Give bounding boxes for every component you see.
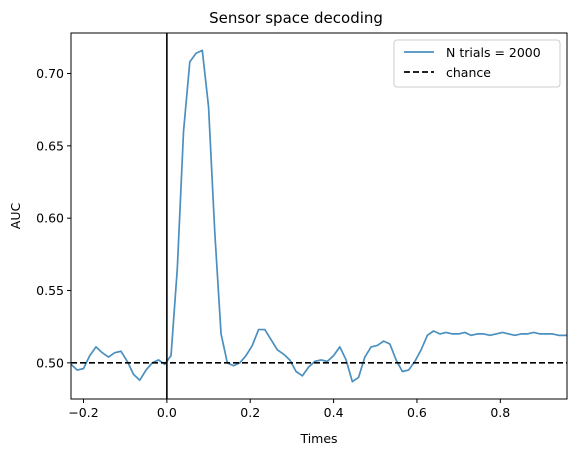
plot-area xyxy=(70,33,567,399)
legend: N trials = 2000 chance xyxy=(393,39,561,88)
axes-frame xyxy=(70,32,568,400)
series-line-trials xyxy=(70,49,567,383)
x-tick-label: 0.6 xyxy=(407,405,427,420)
legend-label-chance: chance xyxy=(446,65,491,80)
x-tick-label: −0.2 xyxy=(68,405,98,420)
x-tick-label: 0.8 xyxy=(490,405,510,420)
y-tick-label: 0.65 xyxy=(36,138,64,153)
x-axis-ticks: −0.2 0.0 0.2 0.4 0.6 0.8 xyxy=(68,399,510,420)
x-tick-label: 0.0 xyxy=(157,405,177,420)
x-axis-label: Times xyxy=(299,431,337,446)
legend-label-trials: N trials = 2000 xyxy=(446,45,541,60)
x-tick-label: 0.2 xyxy=(240,405,260,420)
y-tick-label: 0.55 xyxy=(36,283,64,298)
y-tick-label: 0.60 xyxy=(36,211,64,226)
y-tick-label: 0.70 xyxy=(36,66,64,81)
legend-box xyxy=(393,39,561,88)
chart-title: Sensor space decoding xyxy=(209,9,383,27)
y-tick-label: 0.50 xyxy=(36,355,64,370)
x-tick-label: 0.4 xyxy=(324,405,344,420)
y-axis-ticks: 0.50 0.55 0.60 0.65 0.70 xyxy=(36,66,71,370)
y-axis-label: AUC xyxy=(8,203,23,230)
